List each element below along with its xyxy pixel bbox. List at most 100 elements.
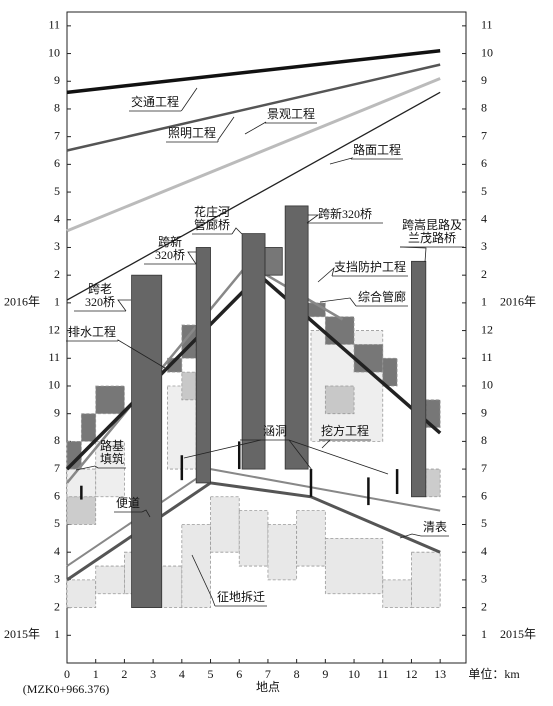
progress-line bbox=[66, 63, 441, 152]
schedule-box bbox=[353, 344, 384, 373]
y-tick-label: 10 bbox=[481, 378, 493, 392]
annotation: 清表 bbox=[423, 520, 447, 534]
progress-line bbox=[66, 91, 441, 301]
leader-line bbox=[319, 439, 331, 449]
y-tick-label: 4 bbox=[54, 212, 60, 226]
y-tick-label: 9 bbox=[54, 73, 60, 87]
y-tick-label: 9 bbox=[54, 405, 60, 419]
y-tick-label: 1 bbox=[54, 627, 60, 641]
x-tick-label: 4 bbox=[179, 667, 185, 681]
annotation: 花庄河 bbox=[194, 204, 230, 219]
schedule-box bbox=[66, 440, 82, 470]
annotation: 路基 bbox=[100, 438, 124, 453]
leader-line bbox=[399, 246, 427, 263]
leader-line bbox=[75, 465, 99, 471]
year-label: 2016年 bbox=[500, 295, 536, 309]
y-tick-label: 5 bbox=[481, 516, 487, 530]
x-tick-label: 8 bbox=[294, 667, 300, 681]
y-tick-label: 6 bbox=[54, 489, 60, 503]
leader-line bbox=[231, 227, 243, 235]
y-tick-label: 3 bbox=[481, 239, 487, 253]
x-tick-label: 13 bbox=[434, 667, 446, 681]
bridge-bar bbox=[131, 274, 163, 608]
leader-line bbox=[180, 87, 198, 112]
leader-line bbox=[117, 339, 166, 369]
annotation: 便道 bbox=[116, 496, 140, 510]
annotation: 交通工程 bbox=[131, 94, 179, 109]
annotation: 涵洞 bbox=[263, 424, 287, 438]
y-tick-label: 9 bbox=[481, 405, 487, 419]
schedule-box bbox=[382, 357, 398, 387]
schedule-box bbox=[324, 316, 355, 345]
progress-line bbox=[66, 49, 441, 95]
annotation: 管廊桥 bbox=[194, 217, 230, 232]
y-tick-label: 7 bbox=[481, 461, 487, 475]
annotation: 挖方工程 bbox=[321, 423, 369, 438]
schedule-box bbox=[181, 524, 211, 608]
annotation: 跨新320桥 bbox=[318, 206, 372, 221]
y-tick-label: 5 bbox=[54, 516, 60, 530]
y-tick-label: 1 bbox=[54, 295, 60, 309]
annotation: 兰茂路桥 bbox=[408, 230, 456, 245]
y-tick-label: 10 bbox=[48, 378, 60, 392]
y-tick-label: 3 bbox=[54, 572, 60, 586]
schedule-box bbox=[425, 468, 441, 498]
y-tick-label: 8 bbox=[54, 433, 60, 447]
schedule-box bbox=[324, 537, 384, 595]
year-label: 2015年 bbox=[500, 627, 536, 641]
schedule-box bbox=[411, 551, 441, 608]
leader-line bbox=[317, 266, 335, 283]
y-tick-label: 7 bbox=[54, 128, 60, 142]
y-tick-label: 3 bbox=[54, 239, 60, 253]
leader-line bbox=[288, 439, 313, 471]
y-tick-label: 2 bbox=[54, 599, 60, 613]
annotation: 320桥 bbox=[85, 295, 115, 309]
y-tick-label: 5 bbox=[54, 184, 60, 198]
x-tick-label: 9 bbox=[322, 667, 328, 681]
schedule-box bbox=[181, 371, 197, 401]
y-tick-label: 8 bbox=[481, 433, 487, 447]
schedule-box bbox=[80, 413, 97, 442]
leader-line bbox=[319, 297, 357, 307]
year-label: 2015年 bbox=[4, 627, 40, 641]
y-tick-label: 10 bbox=[48, 45, 60, 59]
leader-line bbox=[329, 157, 354, 165]
x-axis-label: 地点 bbox=[256, 680, 280, 694]
schedule-box bbox=[66, 579, 97, 608]
annotation: 跨新 bbox=[158, 234, 182, 249]
bridge-bar bbox=[195, 247, 211, 484]
annotation: 征地拆迁 bbox=[217, 589, 265, 604]
annotation: 跨嵩昆路及 bbox=[402, 217, 462, 232]
y-tick-label: 2 bbox=[481, 599, 487, 613]
y-tick-label: 12 bbox=[48, 322, 60, 336]
leader-line bbox=[244, 121, 267, 135]
leader-line bbox=[117, 299, 131, 312]
leader-line bbox=[141, 509, 151, 518]
schedule-box bbox=[238, 510, 269, 567]
x-tick-label: 7 bbox=[265, 667, 271, 681]
y-tick-label: 6 bbox=[481, 489, 487, 503]
y-tick-label: 1 bbox=[481, 627, 487, 641]
schedule-box bbox=[210, 496, 240, 553]
y-tick-label: 4 bbox=[481, 544, 487, 558]
year-label: 2016年 bbox=[4, 295, 40, 309]
annotation: 320桥 bbox=[155, 248, 185, 262]
x-tick-label: 6 bbox=[236, 667, 242, 681]
x-tick-label: 3 bbox=[150, 667, 156, 681]
leader-line bbox=[399, 533, 422, 539]
bridge-bar bbox=[411, 260, 427, 498]
schedule-box bbox=[95, 440, 125, 498]
y-tick-label: 11 bbox=[481, 18, 493, 32]
annotation: 综合管廊 bbox=[358, 289, 406, 304]
x-origin-label: (MZK0+966.376) bbox=[23, 682, 109, 696]
x-tick-label: 10 bbox=[348, 667, 360, 681]
y-tick-label: 7 bbox=[481, 128, 487, 142]
annotation: 照明工程 bbox=[168, 125, 216, 140]
progress-line bbox=[66, 77, 441, 233]
x-tick-label: 12 bbox=[405, 667, 417, 681]
unit-label: 单位：km bbox=[468, 666, 520, 681]
y-tick-label: 11 bbox=[48, 18, 60, 32]
x-tick-label: 5 bbox=[208, 667, 214, 681]
annotation: 支挡防护工程 bbox=[334, 259, 406, 274]
schedule-box bbox=[95, 565, 125, 595]
